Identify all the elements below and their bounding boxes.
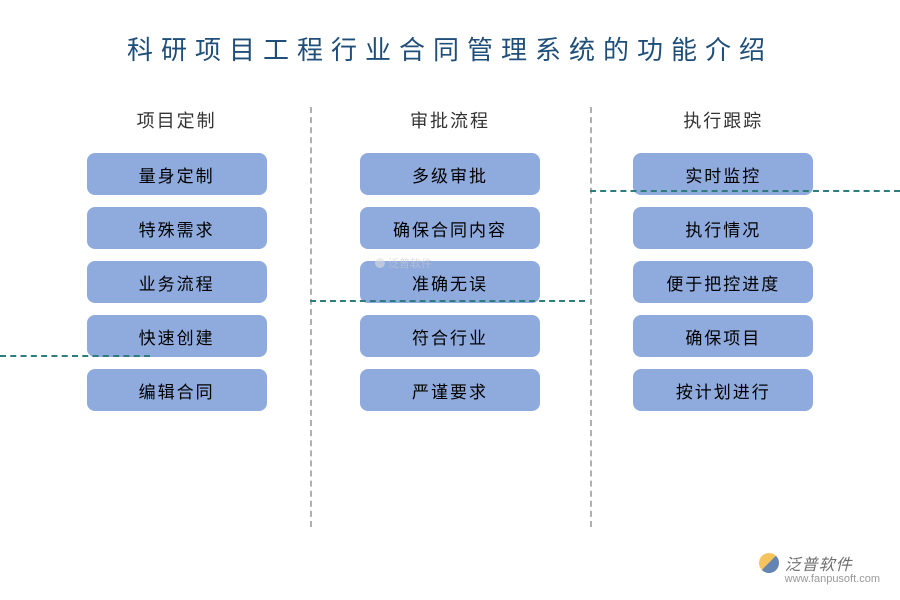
faint-watermark-icon bbox=[375, 258, 385, 268]
column-header: 执行跟踪 bbox=[683, 107, 763, 133]
feature-item: 快速创建 bbox=[87, 315, 267, 357]
column-2: 执行跟踪 实时监控 执行情况 便于把控进度 确保项目 按计划进行 bbox=[613, 107, 833, 423]
dash-line bbox=[590, 190, 900, 192]
feature-item: 严谨要求 bbox=[360, 369, 540, 411]
feature-item: 确保项目 bbox=[633, 315, 813, 357]
watermark: 泛普软件 www.fanpusoft.com bbox=[759, 551, 880, 585]
feature-item: 编辑合同 bbox=[87, 369, 267, 411]
feature-item: 量身定制 bbox=[87, 153, 267, 195]
watermark-top: 泛普软件 bbox=[759, 551, 853, 575]
feature-item: 实时监控 bbox=[633, 153, 813, 195]
feature-item: 符合行业 bbox=[360, 315, 540, 357]
feature-item: 特殊需求 bbox=[87, 207, 267, 249]
feature-item: 执行情况 bbox=[633, 207, 813, 249]
watermark-brand: 泛普软件 bbox=[785, 551, 853, 575]
feature-item: 多级审批 bbox=[360, 153, 540, 195]
feature-item: 确保合同内容 bbox=[360, 207, 540, 249]
column-header: 项目定制 bbox=[137, 107, 217, 133]
watermark-url: www.fanpusoft.com bbox=[785, 573, 880, 585]
feature-item: 按计划进行 bbox=[633, 369, 813, 411]
faint-watermark: 泛普软件 bbox=[375, 255, 432, 271]
column-divider bbox=[310, 107, 312, 527]
columns-container: 项目定制 量身定制 特殊需求 业务流程 快速创建 编辑合同 审批流程 多级审批 … bbox=[0, 107, 900, 423]
feature-item: 便于把控进度 bbox=[633, 261, 813, 303]
column-0: 项目定制 量身定制 特殊需求 业务流程 快速创建 编辑合同 bbox=[67, 107, 287, 423]
feature-item: 业务流程 bbox=[87, 261, 267, 303]
column-1: 审批流程 多级审批 确保合同内容 准确无误 符合行业 严谨要求 bbox=[340, 107, 560, 423]
dash-line bbox=[310, 300, 585, 302]
page-title: 科研项目工程行业合同管理系统的功能介绍 bbox=[0, 0, 900, 107]
dash-line bbox=[0, 355, 150, 357]
watermark-logo-icon bbox=[759, 553, 779, 573]
column-divider bbox=[590, 107, 592, 527]
faint-watermark-text: 泛普软件 bbox=[388, 255, 432, 271]
column-header: 审批流程 bbox=[410, 107, 490, 133]
